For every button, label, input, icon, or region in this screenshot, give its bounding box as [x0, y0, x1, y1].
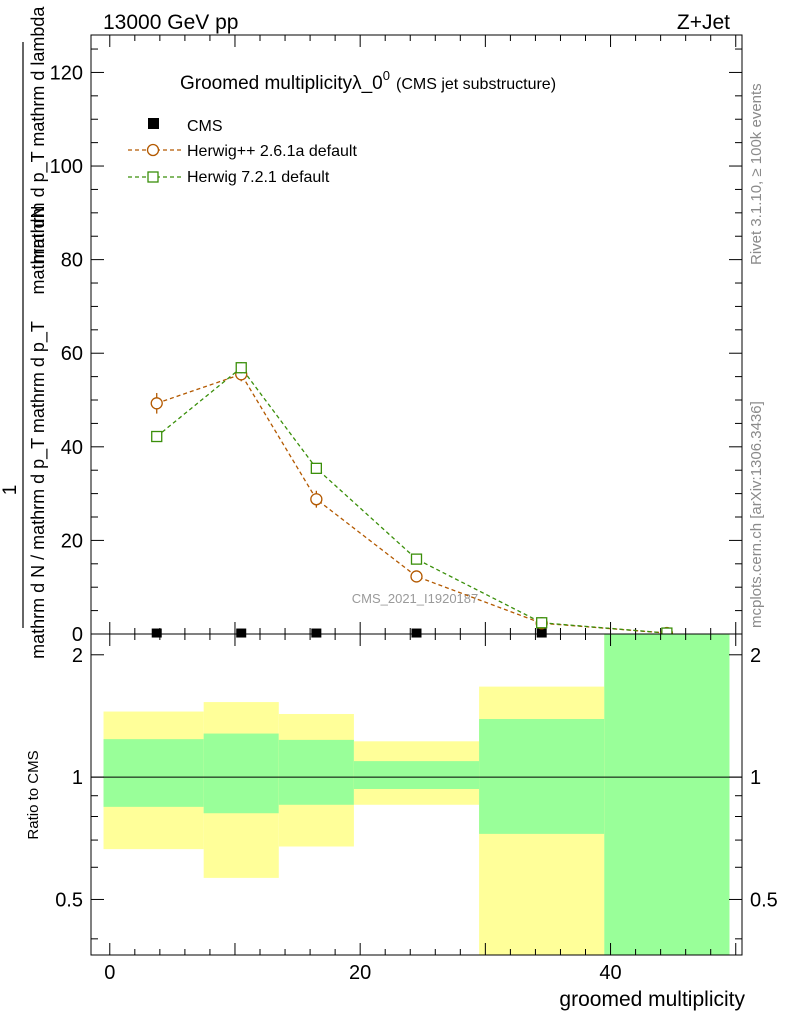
chart-title-sup: 0 — [383, 68, 390, 83]
analysis-watermark: CMS_2021_I1920187 — [352, 591, 479, 606]
main-y-tick-label: 80 — [61, 250, 83, 272]
ratio-y-axis-label: Ratio to CMS — [25, 750, 42, 839]
ylabel-mid: mathrm d p_T mathrm d lambda — [28, 6, 49, 264]
series-2 — [151, 362, 673, 639]
main-y-tick-label: 60 — [61, 343, 83, 365]
ratio-frame — [90, 633, 743, 956]
data-point — [235, 362, 247, 374]
data-point — [151, 430, 163, 443]
x-axis-label: groomed multiplicity — [559, 988, 745, 1011]
legend-marker-herwigpp — [146, 143, 160, 157]
legend-label-herwigpp: Herwig++ 2.6.1a default — [187, 143, 357, 160]
rivet-label: Rivet 3.1.10, ≥ 100k events — [748, 83, 765, 265]
ratio-bands — [103, 634, 730, 955]
main-data — [150, 362, 674, 640]
ratio-y-tick-label: 1 — [72, 767, 83, 789]
chart-title: Groomed multiplicityλ_00 (CMS jet substru… — [180, 68, 556, 94]
mcplots-label: mcplots.cern.ch [arXiv:1306.3436] — [748, 401, 765, 628]
data-point — [536, 628, 547, 638]
main-y-tick-labels: 0 20 40 60 80 100 120 — [50, 62, 83, 646]
legend-label-cms: CMS — [187, 118, 223, 135]
ratio-band-green — [103, 739, 204, 807]
energy-label: 13000 GeV pp — [103, 11, 238, 34]
ylabel-prefix: 1 — [0, 485, 21, 496]
series-line — [156, 366, 667, 634]
main-y-tick-label: 0 — [72, 624, 83, 646]
series-0 — [151, 628, 672, 638]
chart-title-suffix: (CMS jet substructure) — [396, 76, 556, 93]
ratio-band-green — [278, 739, 354, 805]
data-point — [311, 628, 322, 638]
process-label: Z+Jet — [677, 11, 730, 34]
ylabel-numerator: mathrm dN — [28, 205, 48, 294]
x-tick-label: 0 — [104, 962, 115, 984]
data-point — [236, 628, 247, 638]
ratio-panel: 0.5 0.51 12 20 20 40 Ratio to CMS groomed mul… — [25, 633, 778, 1011]
ratio-band-green — [479, 719, 605, 834]
data-point — [151, 628, 162, 638]
legend: CMS Herwig++ 2.6.1a default Herwig 7.2.1… — [128, 118, 357, 186]
data-point — [410, 570, 423, 583]
ratio-y-tick-label: 2 — [72, 645, 83, 667]
ratio-ticks — [91, 634, 742, 955]
ratio-band-green — [604, 634, 730, 955]
ratio-y-tick-label-right: 2 — [750, 645, 761, 667]
data-point — [536, 617, 548, 629]
main-y-tick-label: 120 — [50, 62, 83, 84]
legend-label-herwig7: Herwig 7.2.1 default — [187, 169, 330, 186]
main-y-axis-label: mathrm dN mathrm d p_T mathrm d lambda 1… — [0, 6, 49, 659]
main-y-tick-label: 40 — [61, 437, 83, 459]
data-point — [411, 628, 422, 638]
main-y-tick-label: 100 — [50, 156, 83, 178]
ratio-band-green — [353, 761, 480, 789]
legend-marker-herwig7 — [147, 171, 159, 183]
main-ticks — [91, 35, 742, 635]
chart-title-main: Groomed multiplicityλ_0 — [180, 73, 383, 94]
x-tick-label: 40 — [599, 962, 621, 984]
data-point — [150, 397, 163, 410]
ratio-tick-labels: 0.5 0.51 12 20 20 40 — [55, 645, 778, 984]
data-point — [410, 553, 423, 565]
ratio-band-green — [203, 733, 279, 814]
ratio-y-tick-label: 0.5 — [55, 889, 83, 911]
main-y-tick-label: 20 — [61, 530, 83, 552]
legend-marker-cms — [148, 118, 159, 129]
ratio-y-tick-label-right: 0.5 — [750, 889, 778, 911]
ratio-y-tick-label-right: 1 — [750, 767, 761, 789]
x-tick-label: 20 — [349, 962, 371, 984]
data-point — [310, 493, 323, 506]
ylabel-denominator: mathrm d N / mathrm d p_T mathrm d p_T — [28, 321, 49, 659]
data-point — [310, 462, 322, 474]
